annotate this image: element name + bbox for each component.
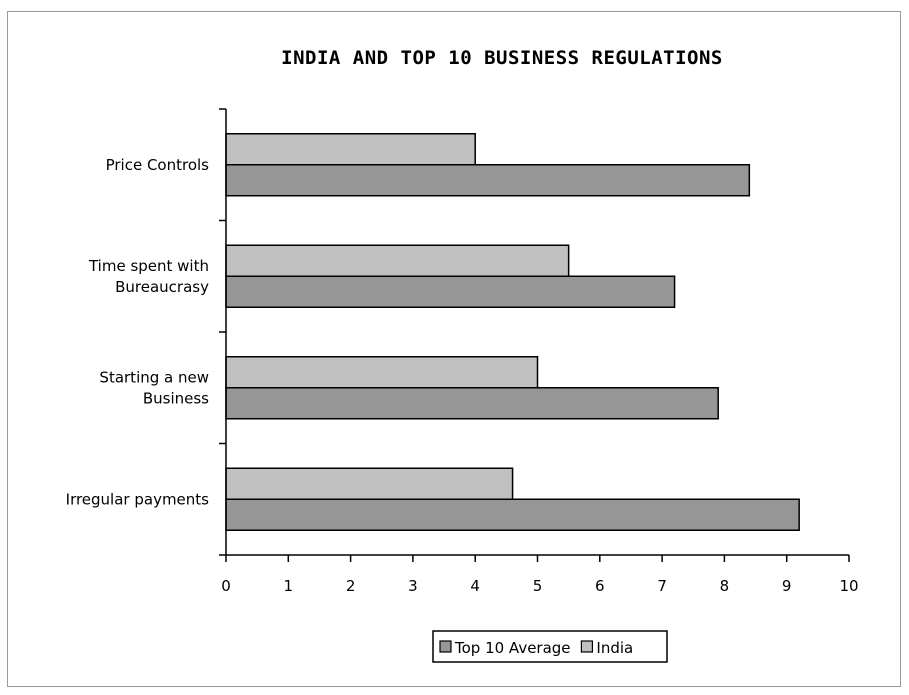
bar-top-10-average-1 — [225, 275, 676, 308]
bar-top-10-average-3 — [225, 498, 800, 531]
bar-india-3 — [225, 467, 514, 500]
x-tick-label-4: 4 — [470, 577, 480, 595]
x-tick-label-6: 6 — [595, 577, 605, 595]
x-tick-label-9: 9 — [782, 577, 792, 595]
legend-swatch-1 — [580, 640, 594, 653]
x-tick-label-5: 5 — [533, 577, 543, 595]
legend-swatch-0 — [439, 640, 452, 653]
category-label-0: Price Controls — [106, 156, 210, 174]
category-label-3: Irregular payments — [66, 490, 210, 508]
chart-frame — [7, 11, 901, 687]
legend-label-1: India — [596, 639, 633, 657]
x-tick-label-2: 2 — [346, 577, 356, 595]
bar-india-0 — [225, 133, 476, 166]
category-label-2: Starting a new Business — [99, 368, 209, 407]
x-tick-label-8: 8 — [720, 577, 730, 595]
x-tick-label-0: 0 — [221, 577, 231, 595]
bar-india-2 — [225, 356, 539, 389]
x-tick-label-3: 3 — [408, 577, 418, 595]
legend-box — [432, 630, 668, 663]
chart-title: INDIA AND TOP 10 BUSINESS REGULATIONS — [281, 47, 723, 69]
legend-label-0: Top 10 Average — [454, 639, 571, 657]
legend: Top 10 Average India — [432, 630, 668, 663]
x-tick-label-10: 10 — [839, 577, 858, 595]
plot-area: Price Controls Time spent with Bureaucrasy… — [66, 108, 859, 595]
bar-top-10-average-0 — [225, 164, 751, 197]
x-tick-label-1: 1 — [284, 577, 294, 595]
category-label-1: Time spent with Bureaucrasy — [88, 257, 209, 296]
bar-india-1 — [225, 244, 570, 277]
bar-top-10-average-2 — [225, 387, 719, 420]
x-tick-label-7: 7 — [657, 577, 667, 595]
